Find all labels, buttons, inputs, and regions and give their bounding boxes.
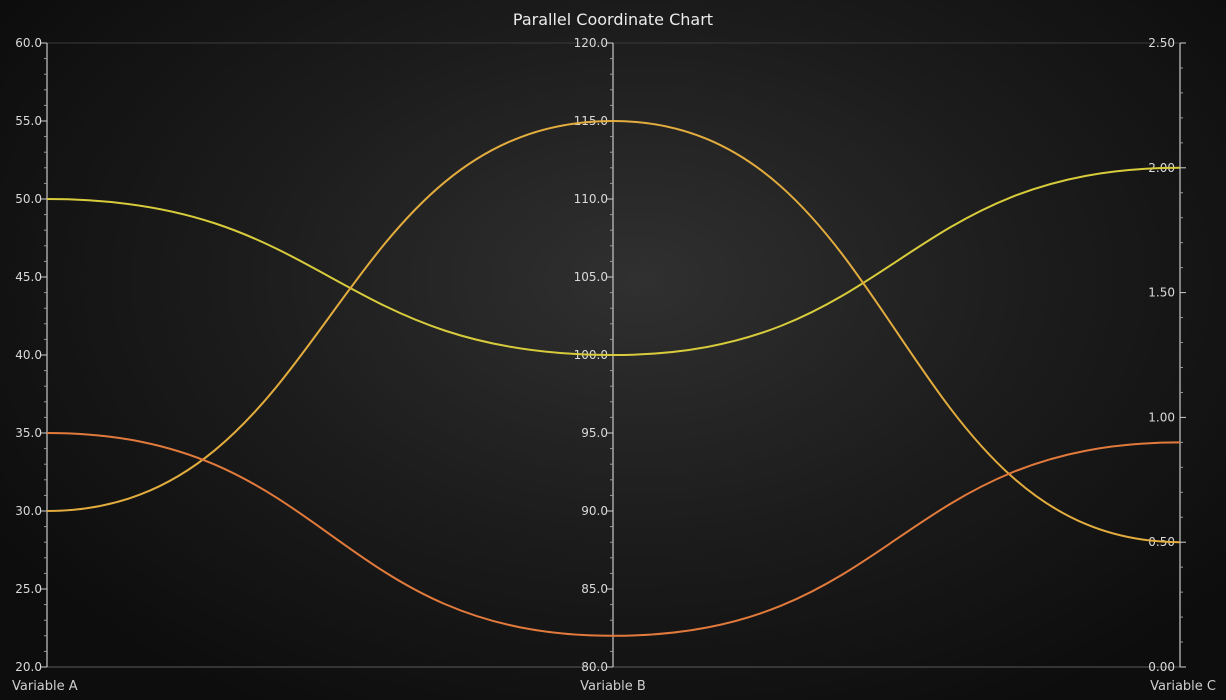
tick-label: 35.0 (15, 426, 42, 440)
axis-2: 80.085.090.095.0100.0105.0110.0115.0120.… (574, 36, 646, 694)
tick-label: 2.50 (1148, 36, 1175, 50)
tick-label: 1.50 (1148, 286, 1175, 300)
tick-label: 55.0 (15, 114, 42, 128)
tick-label: 30.0 (15, 504, 42, 518)
tick-label: 90.0 (581, 504, 608, 518)
axis-label: Variable C (1150, 679, 1216, 694)
tick-label: 105.0 (574, 270, 608, 284)
series-line-3 (46, 432, 1181, 637)
axis-label: Variable A (12, 679, 78, 694)
axis-label: Variable B (580, 679, 646, 694)
tick-label: 50.0 (15, 192, 42, 206)
tick-label: 20.0 (15, 660, 42, 674)
tick-label: 1.00 (1148, 410, 1175, 424)
tick-label: 95.0 (581, 426, 608, 440)
tick-label: 25.0 (15, 582, 42, 596)
tick-label: 120.0 (574, 36, 608, 50)
series-line-1 (46, 166, 1181, 357)
tick-label: 110.0 (574, 192, 608, 206)
chart-title: Parallel Coordinate Chart (512, 10, 714, 29)
tick-label: 85.0 (581, 582, 608, 596)
tick-label: 45.0 (15, 270, 42, 284)
tick-label: 40.0 (15, 348, 42, 362)
tick-label: 0.00 (1148, 660, 1175, 674)
tick-label: 60.0 (15, 36, 42, 50)
axis-1: 20.0 25.0 30.0 35.0 40.0 45.0 50.0 55.0 60.0 Vari… (12, 36, 78, 694)
series-line-2 (46, 119, 1181, 544)
tick-label: 80.0 (581, 660, 608, 674)
